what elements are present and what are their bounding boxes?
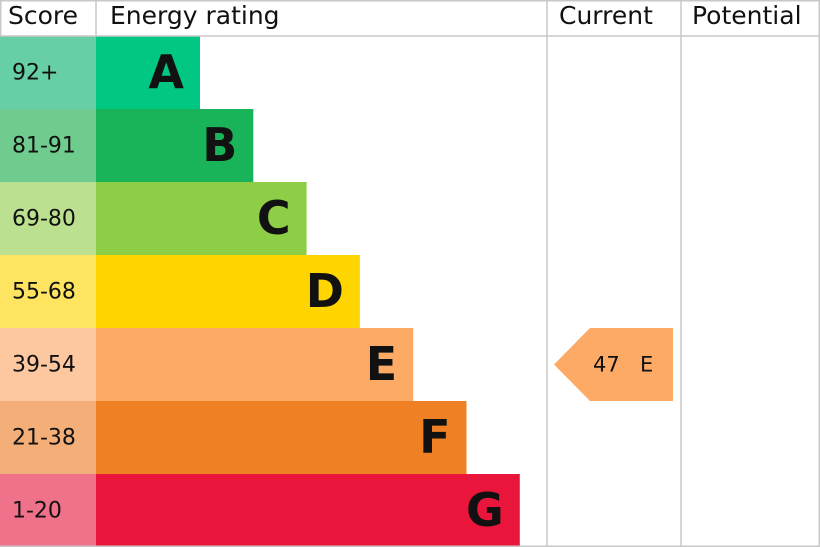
score-label: 81-91 xyxy=(12,134,76,159)
score-cell xyxy=(0,255,96,328)
rating-bar xyxy=(96,182,307,255)
rating-bar xyxy=(96,36,200,109)
current-rating: E xyxy=(640,353,653,377)
rating-bar xyxy=(96,255,360,328)
current-arrow xyxy=(554,328,673,401)
rating-letter: D xyxy=(306,264,344,318)
rating-letter: A xyxy=(148,45,184,99)
header-energy-rating: Energy rating xyxy=(110,1,280,30)
score-cell xyxy=(0,182,96,255)
score-cell xyxy=(0,36,96,109)
rating-bar xyxy=(96,474,520,547)
header-current: Current xyxy=(559,1,653,30)
rating-bar xyxy=(96,109,254,182)
score-label: 39-54 xyxy=(12,353,76,378)
rating-bar xyxy=(96,401,467,474)
score-label: 1-20 xyxy=(12,499,62,524)
score-cell xyxy=(0,109,96,182)
score-label: 21-38 xyxy=(12,426,76,451)
score-label: 92+ xyxy=(12,61,58,86)
rating-letter: C xyxy=(257,191,291,245)
score-label: 55-68 xyxy=(12,280,76,305)
header-potential: Potential xyxy=(692,1,802,30)
header-score: Score xyxy=(8,1,78,30)
current-score: 47 xyxy=(593,353,620,377)
rating-letter: B xyxy=(202,118,237,172)
score-cell xyxy=(0,474,96,547)
score-cell xyxy=(0,401,96,474)
rating-letter: E xyxy=(366,337,397,391)
rating-letter: G xyxy=(466,483,504,537)
rating-letter: F xyxy=(419,410,450,464)
score-cell xyxy=(0,328,96,401)
rating-bar xyxy=(96,328,414,401)
score-label: 69-80 xyxy=(12,207,76,232)
